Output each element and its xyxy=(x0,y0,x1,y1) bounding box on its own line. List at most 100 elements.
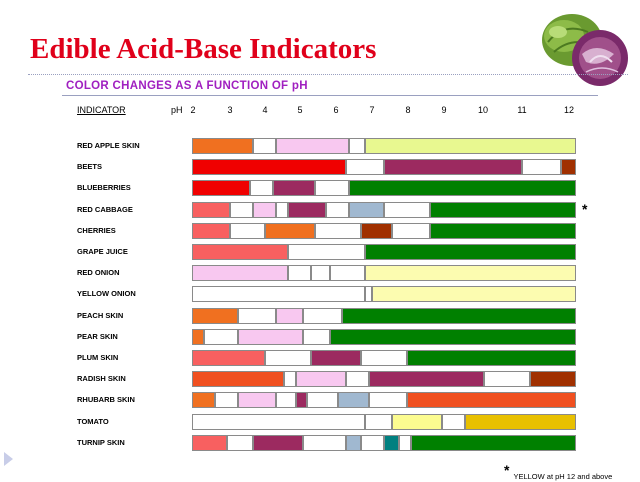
row-label: RED APPLE SKIN xyxy=(77,141,140,150)
color-segment xyxy=(192,371,285,388)
cabbage-illustration xyxy=(542,14,628,86)
color-segment xyxy=(341,307,576,324)
color-segment xyxy=(314,180,350,197)
color-segment xyxy=(295,371,346,388)
x-tick-label: 7 xyxy=(369,105,375,115)
row-label: RHUBARB SKIN xyxy=(77,395,135,405)
title-divider xyxy=(28,74,628,75)
color-segment xyxy=(529,371,576,388)
x-tick-label: 5 xyxy=(297,105,303,115)
color-segment xyxy=(253,138,277,154)
color-segment xyxy=(384,201,431,218)
color-segment xyxy=(295,392,308,409)
color-segment xyxy=(330,328,576,345)
color-segment xyxy=(410,434,576,451)
row-label: TOMATO xyxy=(77,416,109,426)
slide-nav-arrow-icon[interactable] xyxy=(4,452,13,466)
color-segment xyxy=(192,138,254,154)
color-segment xyxy=(192,434,227,451)
color-segment xyxy=(399,434,411,451)
color-segment xyxy=(264,350,312,366)
color-segment xyxy=(192,222,231,239)
row-label: PEACH SKIN xyxy=(77,310,124,320)
color-segment xyxy=(360,434,384,451)
color-segment xyxy=(384,434,400,451)
x-tick-label: 4 xyxy=(262,105,268,115)
subtitle-divider xyxy=(62,95,598,96)
color-segment xyxy=(349,201,384,218)
color-segment xyxy=(226,434,254,451)
color-segment xyxy=(288,265,312,282)
color-segment xyxy=(364,286,373,303)
color-segment xyxy=(326,201,350,218)
color-segment xyxy=(441,413,465,430)
color-segment xyxy=(192,328,204,345)
color-segment xyxy=(276,201,288,218)
color-segment xyxy=(303,328,331,345)
color-segment xyxy=(430,201,576,218)
indicator-column-header: INDICATOR xyxy=(77,105,126,115)
footnote-text: YELLOW at pH 12 and above xyxy=(513,472,613,481)
color-segment xyxy=(364,413,392,430)
color-segment xyxy=(307,392,338,409)
page-title: Edible Acid-Base Indicators xyxy=(30,33,377,65)
x-tick-label: 10 xyxy=(477,105,489,115)
x-tick-label: 8 xyxy=(405,105,411,115)
color-segment xyxy=(384,159,523,176)
color-segment xyxy=(238,307,277,324)
color-segment xyxy=(314,222,361,239)
row-label: BLUEBERRIES xyxy=(77,183,131,193)
color-segment xyxy=(192,180,250,197)
color-segment xyxy=(311,350,361,366)
x-tick-label: 9 xyxy=(441,105,447,115)
color-segment xyxy=(192,265,288,282)
color-segment xyxy=(288,201,327,218)
x-tick-label: 11 xyxy=(517,105,527,115)
footnote-asterisk: * xyxy=(504,462,510,478)
color-segment xyxy=(192,413,365,430)
row-annotation-asterisk: * xyxy=(582,200,588,217)
color-segment xyxy=(345,371,369,388)
color-segment xyxy=(303,307,342,324)
color-segment xyxy=(345,159,384,176)
color-segment xyxy=(284,371,296,388)
row-label: YELLOW ONION xyxy=(77,289,136,299)
color-segment xyxy=(430,222,576,239)
color-segment xyxy=(337,392,369,409)
color-segment xyxy=(360,350,408,366)
color-segment xyxy=(192,201,231,218)
color-segment xyxy=(407,350,576,366)
color-segment xyxy=(303,434,346,451)
chart-subtitle: COLOR CHANGES AS A FUNCTION OF pH xyxy=(66,80,308,92)
color-segment xyxy=(238,392,277,409)
color-segment xyxy=(360,222,392,239)
color-segment xyxy=(264,222,315,239)
color-segment xyxy=(215,392,239,409)
x-tick-label: 2 xyxy=(190,105,196,115)
color-segment xyxy=(253,201,277,218)
color-segment xyxy=(372,286,576,303)
row-label: CHERRIES xyxy=(77,225,116,235)
row-label: BEETS xyxy=(77,162,103,172)
color-segment xyxy=(407,392,576,409)
x-tick-label: 3 xyxy=(227,105,233,115)
color-segment xyxy=(560,159,576,176)
color-segment xyxy=(272,180,315,197)
x-tick-label: 12 xyxy=(563,105,575,115)
row-label: PEAR SKIN xyxy=(77,331,118,341)
row-label: RED CABBAGE xyxy=(77,204,133,214)
color-segment xyxy=(230,201,254,218)
row-label: TURNIP SKIN xyxy=(77,437,125,447)
color-segment xyxy=(230,222,265,239)
color-segment xyxy=(349,138,365,154)
color-segment xyxy=(391,413,442,430)
color-segment xyxy=(253,434,304,451)
row-label: GRAPE JUICE xyxy=(77,247,128,256)
color-segment xyxy=(464,413,576,430)
color-segment xyxy=(349,180,576,197)
color-segment xyxy=(368,392,408,409)
row-label: PLUM SKIN xyxy=(77,353,119,362)
ph-axis-label: pH xyxy=(171,105,183,115)
color-segment xyxy=(364,244,576,260)
color-segment xyxy=(364,265,576,282)
